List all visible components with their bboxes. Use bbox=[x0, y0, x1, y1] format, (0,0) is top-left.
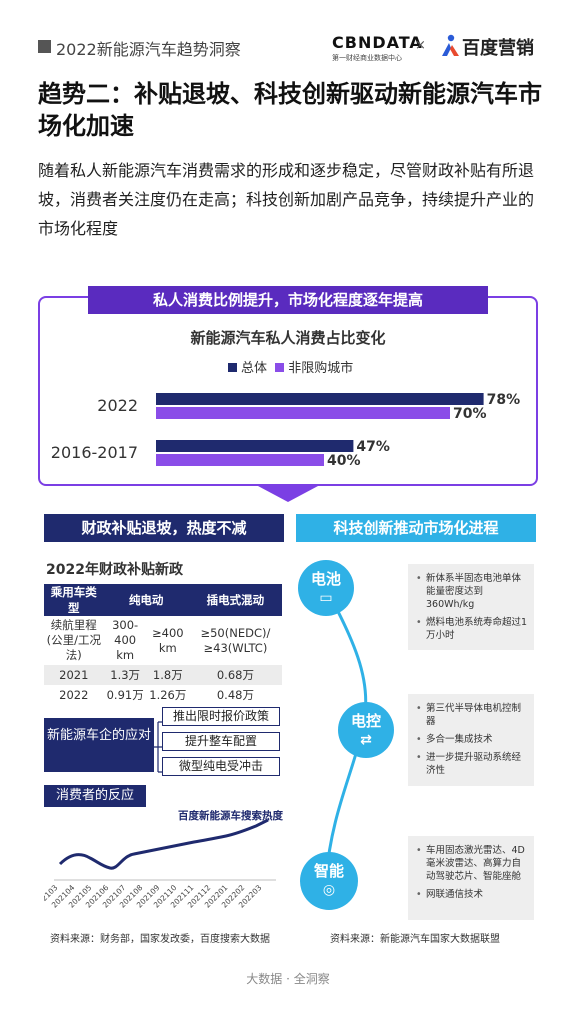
action-item: 微型纯电受冲击 bbox=[162, 757, 280, 776]
tech-box-control: 第三代半导体电机控制器 多合一集成技术 进一步提升驱动系统经济性 bbox=[408, 694, 534, 786]
private-consumption-banner: 私人消费比例提升，市场化程度逐年提高 bbox=[88, 286, 488, 314]
tech-item: 进一步提升驱动系统经济性 bbox=[414, 751, 528, 777]
chart-title: 新能源汽车私人消费占比变化 bbox=[190, 329, 386, 347]
tech-item: 多合一集成技术 bbox=[414, 733, 528, 746]
source-left: 资料来源：财务部，国家发改委，百度搜索大数据 bbox=[50, 934, 270, 945]
tech-node-control: 电控 ⇄ bbox=[338, 702, 394, 758]
tech-item: 第三代半导体电机控制器 bbox=[414, 702, 528, 728]
category-label: 2022 bbox=[97, 396, 138, 415]
tech-node-smart: 智能 ◎ bbox=[300, 852, 358, 910]
tech-box-smart: 车用固态激光雷达、4D毫米波雷达、高算力自动驾驶芯片、智能座舱 网联通信技术 bbox=[408, 836, 534, 920]
battery-icon: ▭ bbox=[319, 590, 333, 606]
tech-item: 车用固态激光雷达、4D毫米波雷达、高算力自动驾驶芯片、智能座舱 bbox=[414, 844, 528, 883]
consumer-response-label: 消费者的反应 bbox=[44, 785, 146, 807]
search-heat-trend-chart: 2021032021042021052021062021072021082021… bbox=[44, 818, 276, 910]
baidu-marketing-logo: 百度营销 bbox=[462, 38, 534, 59]
table-header: 插电式混动 bbox=[188, 584, 282, 616]
company-response-label: 新能源车企的应对 bbox=[44, 718, 154, 772]
bar-value-label: 70% bbox=[453, 406, 487, 422]
tech-node-battery: 电池 ▭ bbox=[298, 560, 354, 616]
bar-unrestricted bbox=[156, 454, 324, 466]
bar-value-label: 40% bbox=[327, 453, 361, 469]
table-cell: 2022 bbox=[59, 688, 89, 702]
table-cell: 1.8万 bbox=[146, 665, 189, 685]
table-cell: 续航里程(公里/工况法) bbox=[46, 618, 101, 662]
subsidy-table: 乘用车类型 纯电动 插电式混动 续航里程(公里/工况法) 300-400 km … bbox=[44, 584, 282, 705]
bar-total bbox=[156, 440, 354, 452]
steering-wheel-icon: ◎ bbox=[322, 882, 336, 898]
action-item: 推出限时报价政策 bbox=[162, 707, 280, 726]
footer-slogan: 大数据 · 全洞察 bbox=[246, 972, 330, 986]
controller-icon: ⇄ bbox=[360, 732, 372, 748]
table-header: 乘用车类型 bbox=[44, 584, 104, 616]
table-row: 续航里程(公里/工况法) 300-400 km ≥400 km ≥50(NEDC… bbox=[44, 616, 282, 665]
private-consumption-bar-chart: 2022 78%70% 2016-2017 47%40% bbox=[51, 392, 521, 469]
baidu-marketing-logo-icon bbox=[442, 34, 459, 56]
tech-node-label: 智能 bbox=[313, 862, 344, 880]
tech-item: 网联通信技术 bbox=[414, 888, 528, 901]
table-cell: 300-400 km bbox=[112, 618, 139, 662]
search-heat-label: 百度新能源车搜索热度 bbox=[178, 810, 283, 822]
cbndata-logo: CBNDATA bbox=[332, 33, 423, 52]
table-row: 2021 1.3万 1.8万 0.68万 bbox=[44, 665, 282, 685]
bar-value-label: 78% bbox=[487, 392, 521, 408]
legend-total-swatch bbox=[228, 363, 237, 372]
tech-box-battery: 新体系半固态电池单体能量密度达到360Wh/kg 燃料电池系统寿命超过1万小时 bbox=[408, 564, 534, 650]
table-header: 纯电动 bbox=[103, 584, 189, 616]
bar-value-label: 47% bbox=[356, 439, 390, 455]
cbndata-logo-subtitle: 第一财经商业数据中心 bbox=[332, 54, 402, 62]
search-heat-line bbox=[58, 818, 269, 870]
report-title: 2022新能源汽车趋势洞察 bbox=[56, 40, 241, 59]
table-cell: 0.91万 bbox=[106, 688, 144, 702]
section-divider-triangle bbox=[258, 486, 318, 502]
subsidy-subtitle: 2022年财政补贴新政 bbox=[46, 562, 183, 578]
intro-paragraph: 随着私人新能源汽车消费需求的形成和逐步稳定，尽管财政补贴有所退坡，消费者关注度仍… bbox=[38, 161, 535, 238]
table-cell: 0.48万 bbox=[216, 688, 254, 702]
legend-total-label: 总体 bbox=[241, 361, 268, 376]
table-header-row: 乘用车类型 纯电动 插电式混动 bbox=[44, 584, 282, 616]
table-cell: 0.68万 bbox=[188, 665, 282, 685]
legend-unrestricted-swatch bbox=[275, 363, 285, 372]
table-cell: 2021 bbox=[44, 665, 104, 685]
tech-node-label: 电控 bbox=[350, 712, 381, 730]
action-item: 提升整车配置 bbox=[162, 732, 280, 751]
tech-item: 燃料电池系统寿命超过1万小时 bbox=[414, 616, 528, 642]
tech-banner: 科技创新推动市场化进程 bbox=[296, 514, 536, 542]
table-row: 2022 0.91万 1.26万 0.48万 bbox=[44, 685, 282, 705]
logo-separator: × bbox=[415, 38, 426, 53]
source-right: 资料来源：新能源汽车国家大数据联盟 bbox=[330, 934, 500, 945]
category-label: 2016-2017 bbox=[51, 443, 138, 462]
bar-total bbox=[156, 393, 484, 405]
bar-unrestricted bbox=[156, 407, 450, 419]
response-bracket bbox=[154, 721, 164, 773]
table-cell: ≥50(NEDC)/≥43(WLTC) bbox=[200, 625, 271, 655]
legend-unrestricted-label: 非限购城市 bbox=[288, 361, 354, 376]
table-cell: 1.26万 bbox=[149, 688, 187, 702]
header-square-icon bbox=[38, 40, 51, 53]
table-cell: ≥400 km bbox=[152, 625, 184, 655]
page-title: 趋势二：补贴退坡、科技创新驱动新能源汽车市场化加速 bbox=[38, 80, 542, 140]
subsidy-banner: 财政补贴退坡，热度不减 bbox=[44, 514, 284, 542]
tech-node-label: 电池 bbox=[310, 570, 341, 588]
tech-item: 新体系半固态电池单体能量密度达到360Wh/kg bbox=[414, 572, 528, 611]
table-cell: 1.3万 bbox=[103, 665, 147, 685]
chart-legend: 总体 非限购城市 bbox=[228, 357, 353, 376]
